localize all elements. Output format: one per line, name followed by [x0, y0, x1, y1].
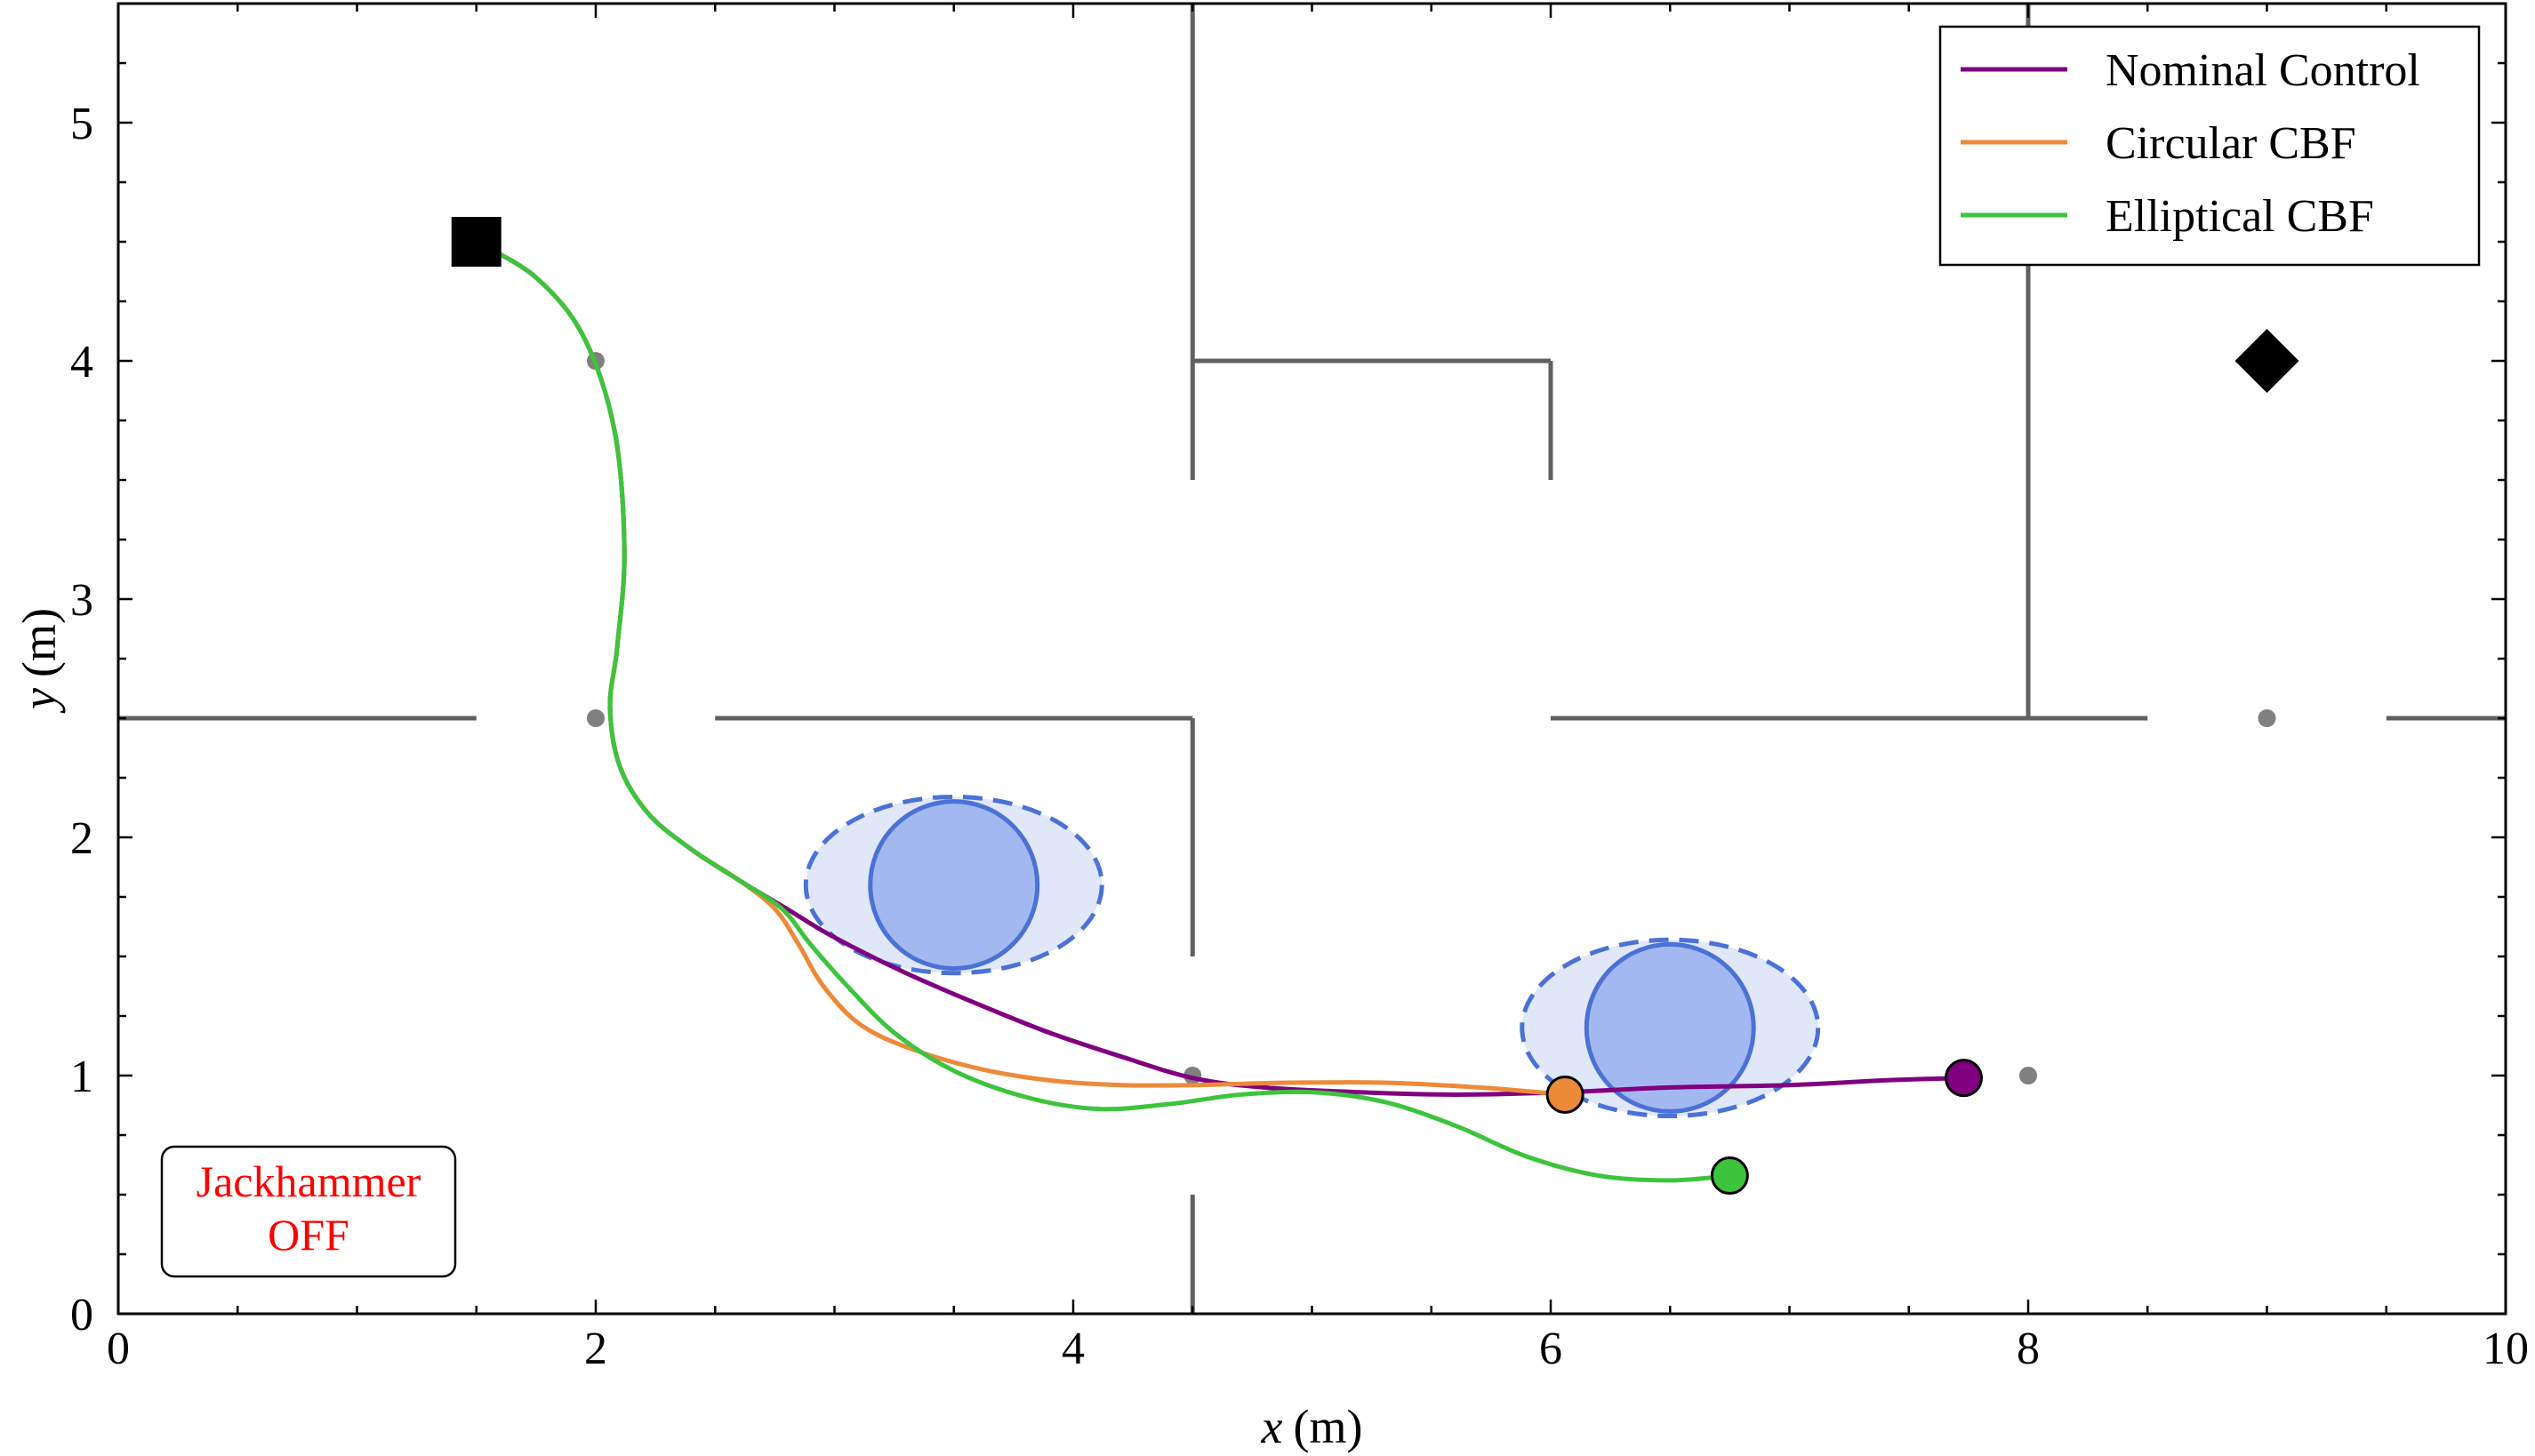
- annotation-line-2: OFF: [268, 1210, 349, 1260]
- y-tick-label-0: 0: [70, 1290, 93, 1340]
- obstacle-circle-0: [868, 799, 1040, 972]
- start-square-marker: [451, 217, 501, 267]
- jackhammer-annotation: Jackhammer OFF: [160, 1145, 457, 1278]
- x-tick-label-10: 10: [2483, 1324, 2529, 1374]
- endpoint-marker-elliptical-cbf: [1710, 1156, 1749, 1196]
- goal-diamond-marker: [2234, 329, 2299, 393]
- x-tick-label-4: 4: [1062, 1324, 1085, 1374]
- legend-label-circular-cbf: Circular CBF: [2106, 118, 2356, 169]
- legend: Nominal Control Circular CBF Elliptical CB…: [1938, 25, 2481, 267]
- series-line-elliptical-cbf: [474, 239, 1732, 1183]
- y-tick-label-5: 5: [70, 99, 93, 149]
- legend-label-nominal-control: Nominal Control: [2106, 45, 2420, 96]
- x-tick-label-2: 2: [584, 1324, 607, 1374]
- y-axis-label-var: y: [12, 688, 66, 714]
- waypoint-dot-3: [2019, 1067, 2037, 1084]
- endpoint-marker-circular-cbf: [1545, 1075, 1584, 1114]
- y-tick-label-3: 3: [70, 575, 93, 626]
- series-line-circular-cbf: [474, 239, 1568, 1097]
- x-tick-label-8: 8: [2017, 1324, 2040, 1374]
- annotation-line-1: Jackhammer: [197, 1156, 421, 1206]
- ticks-layer: 0 2 4 6 8 10 0 1 2 3 4 5: [70, 2, 2529, 1374]
- markers-layer: [451, 217, 2299, 1196]
- x-tick-label-6: 6: [1539, 1324, 1562, 1374]
- x-axis-label-var: x: [1261, 1400, 1283, 1453]
- endpoint-marker-nominal-control: [1945, 1059, 1984, 1098]
- obstacles-layer: [803, 794, 1821, 1119]
- y-axis-label: y (m): [12, 608, 66, 714]
- waypoint-dot-1: [587, 709, 605, 727]
- legend-label-elliptical-cbf: Elliptical CBF: [2106, 191, 2374, 242]
- y-tick-label-4: 4: [70, 337, 93, 388]
- y-tick-label-1: 1: [70, 1052, 93, 1102]
- x-axis-label: x (m): [1261, 1400, 1363, 1453]
- waypoint-dot-4: [2258, 709, 2276, 727]
- y-axis-label-unit: (m): [12, 608, 66, 677]
- obstacle-circle-1: [1584, 941, 1756, 1114]
- x-axis-label-unit: (m): [1294, 1400, 1363, 1453]
- y-tick-label-2: 2: [70, 813, 93, 864]
- annotation-box: [160, 1145, 457, 1278]
- legend-box: [1938, 25, 2481, 267]
- x-tick-label-0: 0: [107, 1324, 130, 1374]
